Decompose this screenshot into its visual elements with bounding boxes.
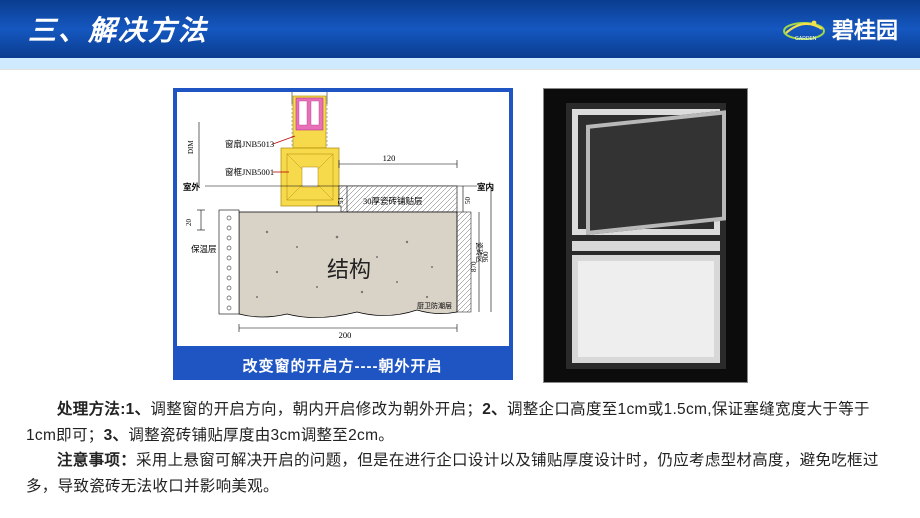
p2-lead: 注意事项： [57,452,136,469]
window-lower-panel [572,255,720,363]
dim-900: 900 [482,251,490,262]
dim-50: 50 [464,197,472,205]
dim-20: 20 [185,219,193,227]
figure-caption: 改变窗的开启方----朝外开启 [173,350,513,380]
sash-profile [293,96,326,148]
description-text: 处理方法:1、调整窗的开启方向，朝内开启修改为朝外开启；2、调整企口高度至1cm… [26,397,894,499]
brand-logo-icon: GARDEN [782,15,826,43]
label-insulation: 保温层 [191,244,217,254]
dim-870: 870 [470,261,478,272]
label-inside: 室内 [477,182,494,192]
header-divider [0,58,920,70]
window-sample [566,103,726,369]
paragraph-1: 处理方法:1、调整窗的开启方向，朝内开启修改为朝外开启；2、调整企口高度至1cm… [26,397,894,448]
frame-profile [281,148,339,206]
dim-51: 51 [337,197,345,205]
dim-200: 200 [338,330,351,340]
label-sash: 窗扇JNB5013 [225,139,274,149]
label-structure: 结构 [327,257,371,282]
window-transom [572,241,720,251]
dim-120: 120 [382,153,395,163]
label-tile: 30厚瓷砖铺贴层 [363,196,423,206]
p1-c: 调整瓷砖铺贴厚度由3cm调整至2cm。 [128,427,394,444]
slide-title: 三、解决方法 [28,9,208,49]
p1-b-lead: 2、 [482,401,507,418]
window-upper-sash [572,109,720,235]
brand: GARDEN 碧桂园 [782,13,898,45]
figure-left: 窗扇JNB5013 窗框JNB5001 室外 室内 120 [173,88,513,380]
brand-sub: GARDEN [795,36,817,42]
label-frame: 窗框JNB5001 [225,167,274,177]
p1-a: 调整窗的开启方向，朝内开启修改为朝外开启； [150,401,482,418]
dim-label: DIM [187,140,195,154]
figure-row: 窗扇JNB5013 窗框JNB5001 室外 室内 120 [0,88,920,383]
figure-right-photo [543,88,748,383]
p1-lead: 处理方法:1、 [57,401,150,418]
slide-header: 三、解决方法 GARDEN 碧桂园 [0,0,920,58]
label-outside: 室外 [183,182,201,192]
slide-content: 窗扇JNB5013 窗框JNB5001 室外 室内 120 [0,70,920,499]
paragraph-2: 注意事项：采用上悬窗可解决开启的问题，但是在进行企口设计以及铺贴厚度设计时，仍应… [26,448,894,499]
p2-body: 采用上悬窗可解决开启的问题，但是在进行企口设计以及铺贴厚度设计时，仍应考虑型材高… [26,452,879,495]
p1-c-lead: 3、 [104,427,129,444]
brand-name: 碧桂园 [832,13,898,45]
section-diagram: 窗扇JNB5013 窗框JNB5001 室外 室内 120 [173,88,513,350]
label-bath: 厨卫防潮层 [417,301,452,310]
